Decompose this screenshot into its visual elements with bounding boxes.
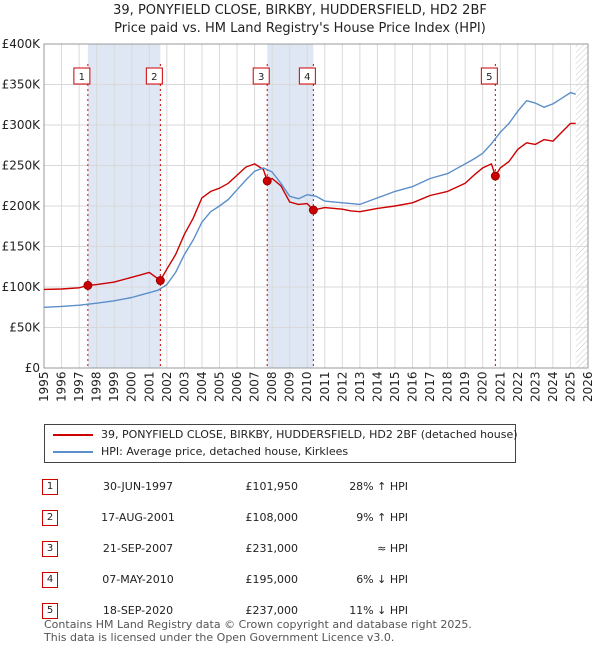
x-tick-label: 2011 (318, 371, 332, 402)
x-tick-label: 2004 (195, 371, 209, 402)
sale-row: 3 21-SEP-2007 £231,000 ≈ HPI (42, 533, 408, 564)
x-tick-label: 2005 (212, 371, 226, 402)
legend-item-hpi: HPI: Average price, detached house, Kirk… (53, 443, 503, 460)
y-tick-label: £150K (2, 240, 42, 254)
hpi-line (43, 91, 576, 308)
legend: 39, PONYFIELD CLOSE, BIRKBY, HUDDERSFIEL… (44, 424, 518, 463)
sale-point (262, 176, 272, 186)
price-chart: 1 2 3 4 5 £0 £50K £100K £150K £200K £250K £300K £350… (2, 37, 595, 402)
sale-marker-box (298, 67, 316, 85)
sale-point (155, 276, 165, 286)
sale-price: £101,950 (245, 480, 299, 493)
sale-price: £231,000 (245, 542, 299, 555)
sale-row: 4 07-MAY-2010 £195,000 6% ↓ HPI (42, 564, 408, 595)
x-tick-label: 2000 (125, 371, 139, 402)
footer-copyright: Contains HM Land Registry data © Crown c… (44, 618, 472, 631)
sale-marker-label: 3 (258, 72, 264, 83)
legend-swatch-red (53, 434, 93, 436)
y-tick-label: £50K (9, 321, 41, 335)
sale-row: 5 18-SEP-2020 £237,000 11% ↓ HPI (42, 595, 408, 626)
sale-row: 1 30-JUN-1997 £101,950 28% ↑ HPI (42, 471, 408, 502)
x-tick-label: 1999 (107, 371, 121, 402)
x-tick-label: 2012 (335, 371, 349, 402)
y-tick-label: £100K (2, 280, 42, 294)
x-tick-label: 2013 (353, 371, 367, 402)
x-tick-label: 2007 (248, 371, 262, 402)
x-tick-label: 1997 (72, 371, 86, 402)
sale-price: £237,000 (245, 604, 299, 617)
plot-frame (43, 43, 589, 369)
sale-date: 18-SEP-2020 (102, 604, 174, 617)
sale-point (308, 205, 318, 215)
sale-point (83, 280, 93, 290)
x-tick-label: 2008 (265, 371, 279, 402)
sale-price: £195,000 (245, 573, 299, 586)
sale-number: 2 (42, 509, 58, 526)
footer: Contains HM Land Registry data © Crown c… (44, 618, 472, 644)
sale-marker-box (480, 67, 498, 85)
x-tick-label: 2023 (528, 371, 542, 402)
sale-hpi-diff: ≈ HPI (377, 542, 408, 555)
y-tick-label: £350K (2, 78, 42, 92)
x-tick-label: 2024 (546, 371, 560, 402)
y-tick-label: £0 (25, 361, 40, 375)
sale-marker-label: 1 (79, 72, 85, 83)
chart-title-line2: Price paid vs. HM Land Registry's House … (114, 21, 486, 36)
sale-marker-label: 2 (151, 72, 157, 83)
sale-number: 3 (42, 540, 58, 557)
footer-licence: This data is licensed under the Open Gov… (44, 631, 395, 644)
sale-hpi-diff: 28% ↑ HPI (349, 480, 408, 493)
sale-point (490, 171, 500, 181)
sale-date: 21-SEP-2007 (102, 542, 174, 555)
x-tick-label: 2015 (388, 371, 402, 402)
sale-number: 4 (42, 571, 58, 588)
x-tick-label: 2006 (230, 371, 244, 402)
sales-table: 1 30-JUN-1997 £101,950 28% ↑ HPI 2 17-AUG-200… (42, 471, 408, 626)
sale-hpi-diff: 11% ↓ HPI (349, 604, 408, 617)
sale-date: 17-AUG-2001 (101, 511, 175, 524)
x-tick-label: 2009 (283, 371, 297, 402)
x-tick-label: 2001 (142, 371, 156, 402)
sale-marker-label: 4 (304, 72, 310, 83)
x-tick-label: 2021 (493, 371, 507, 402)
sale-marker-box (145, 67, 163, 85)
sale-number: 5 (42, 602, 58, 619)
sale-row: 2 17-AUG-2001 £108,000 9% ↑ HPI (42, 502, 408, 533)
x-tick-label: 2016 (406, 371, 420, 402)
x-tick-label: 1998 (90, 371, 104, 402)
sale-marker-box (73, 67, 91, 85)
sale-date: 07-MAY-2010 (102, 573, 174, 586)
x-tick-label: 1996 (55, 371, 69, 402)
x-tick-label: 2014 (370, 371, 384, 402)
x-tick-label: 1995 (37, 371, 51, 402)
x-tick-label: 2017 (423, 371, 437, 402)
sale-marker-box (252, 67, 270, 85)
y-tick-label: £200K (2, 199, 42, 213)
sale-number: 1 (42, 478, 58, 495)
x-tick-label: 2010 (300, 371, 314, 402)
sale-price: £108,000 (245, 511, 299, 524)
y-tick-label: £250K (2, 159, 42, 173)
sale-hpi-diff: 6% ↓ HPI (356, 573, 408, 586)
y-tick-label: £300K (2, 118, 42, 132)
legend-swatch-blue (53, 451, 93, 453)
chart-title: 39, PONYFIELD CLOSE, BIRKBY, HUDDERSFIEL… (0, 2, 600, 38)
x-tick-label: 2020 (476, 371, 490, 402)
y-tick-label: £400K (2, 37, 42, 51)
x-tick-label: 2003 (177, 371, 191, 402)
x-tick-label: 2019 (458, 371, 472, 402)
x-tick-label: 2018 (441, 371, 455, 402)
x-tick-label: 2002 (160, 371, 174, 402)
sale-date: 30-JUN-1997 (102, 480, 174, 493)
legend-label-hpi: HPI: Average price, detached house, Kirk… (101, 445, 349, 458)
x-tick-label: 2022 (511, 371, 525, 402)
x-tick-label: 2025 (563, 371, 577, 402)
legend-label-property: 39, PONYFIELD CLOSE, BIRKBY, HUDDERSFIEL… (101, 428, 518, 441)
legend-item-property: 39, PONYFIELD CLOSE, BIRKBY, HUDDERSFIEL… (53, 426, 518, 443)
sale-hpi-diff: 9% ↑ HPI (356, 511, 408, 524)
sale-marker-label: 5 (486, 72, 492, 83)
property-price-line (43, 122, 576, 291)
chart-title-line1: 39, PONYFIELD CLOSE, BIRKBY, HUDDERSFIEL… (113, 3, 487, 18)
x-tick-label: 2026 (581, 371, 595, 402)
